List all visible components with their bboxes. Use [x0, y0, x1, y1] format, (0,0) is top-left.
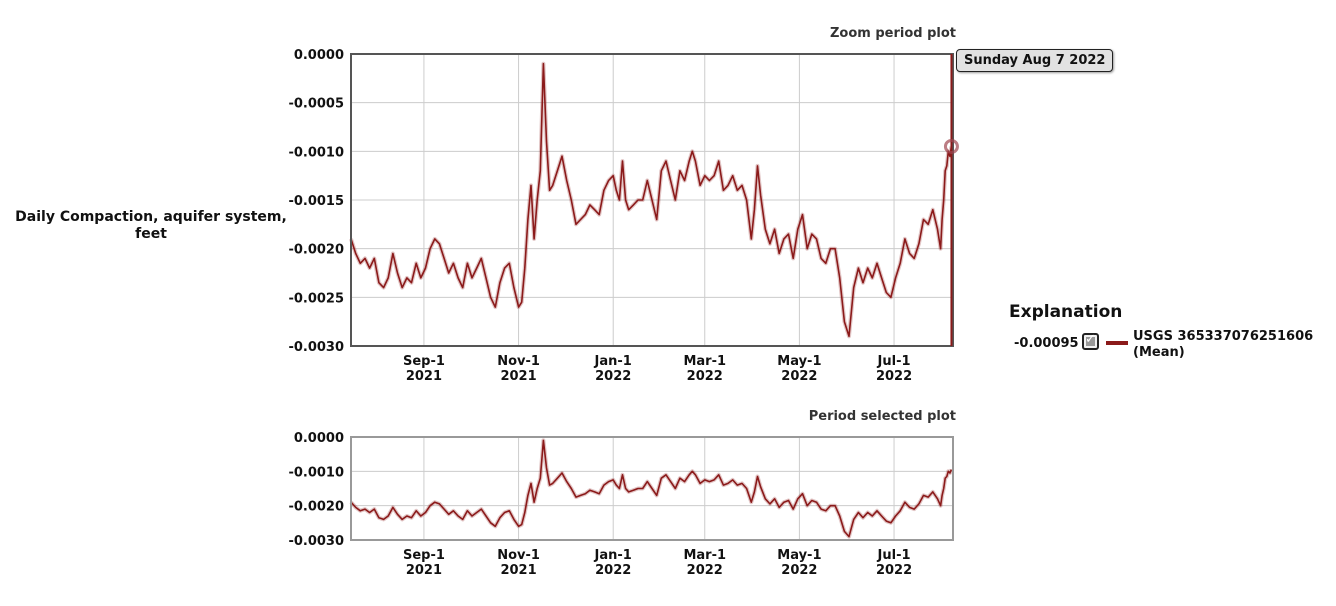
- legend-series-name: USGS 365337076251606: [1133, 329, 1314, 344]
- x-tick-label: Mar-1: [683, 548, 726, 563]
- x-tick-label: Jul-1: [877, 548, 911, 563]
- x-tick-year-label: 2022: [876, 563, 912, 578]
- x-tick-label: Sep-1: [403, 548, 445, 563]
- x-tick-label: Jan-1: [594, 354, 632, 369]
- legend-title: Explanation: [1009, 302, 1123, 322]
- y-tick-label: -0.0015: [288, 194, 344, 209]
- series-visibility-checkbox[interactable]: ✓: [1082, 332, 1099, 350]
- x-tick-year-label: 2022: [781, 369, 817, 384]
- x-tick-year-label: 2022: [781, 563, 817, 578]
- legend-row: -0.00095 ✓ USGS 365337076251606 (Mean): [1008, 329, 1328, 365]
- legend-series-stat: (Mean): [1133, 345, 1185, 360]
- x-tick-year-label: 2021: [500, 369, 536, 384]
- x-tick-year-label: 2021: [406, 563, 442, 578]
- date-tooltip: Sunday Aug 7 2022: [956, 49, 1114, 72]
- x-tick-label: Nov-1: [497, 548, 540, 563]
- y-axis-label: Daily Compaction, aquifer system, feet: [15, 209, 287, 242]
- legend-line-swatch: [1106, 341, 1128, 345]
- y-tick-label: -0.0030: [288, 534, 344, 549]
- y-tick-label: -0.0020: [288, 500, 344, 515]
- x-tick-year-label: 2022: [595, 563, 631, 578]
- y-tick-label: 0.0000: [294, 431, 344, 446]
- y-tick-label: -0.0005: [288, 97, 344, 112]
- y-tick-label: -0.0020: [288, 243, 344, 258]
- y-tick-label: -0.0025: [288, 291, 344, 306]
- y-tick-label: 0.0000: [294, 48, 344, 63]
- zoom-period-plot[interactable]: 0.0000 -0.0005 -0.0010 -0.0015 -0.0020 -0.002…: [0, 0, 1336, 400]
- x-tick-year-label: 2022: [595, 369, 631, 384]
- legend: Explanation -0.00095 ✓ USGS 365337076251…: [1008, 302, 1328, 360]
- x-tick-label: Nov-1: [497, 354, 540, 369]
- x-tick-label: May-1: [777, 548, 821, 563]
- x-tick-year-label: 2021: [406, 369, 442, 384]
- y-tick-label: -0.0010: [288, 465, 344, 480]
- y-tick-label: -0.0030: [288, 340, 344, 355]
- legend-value: -0.00095: [1014, 336, 1079, 351]
- cursor-marker: [943, 138, 959, 154]
- zoom-plot-title: Zoom period plot: [829, 26, 956, 41]
- plot-frame: [350, 53, 954, 347]
- y-tick-label: -0.0010: [288, 145, 344, 160]
- check-icon: ✓: [1085, 332, 1096, 347]
- x-tick-year-label: 2022: [876, 369, 912, 384]
- x-tick-label: May-1: [777, 354, 821, 369]
- x-tick-label: Jul-1: [877, 354, 911, 369]
- x-tick-year-label: 2021: [500, 563, 536, 578]
- x-tick-year-label: 2022: [687, 563, 723, 578]
- x-tick-label: Mar-1: [683, 354, 726, 369]
- period-plot-title: Period selected plot: [808, 409, 956, 424]
- plot-frame: [350, 436, 954, 541]
- x-tick-year-label: 2022: [687, 369, 723, 384]
- series-line: [350, 439, 953, 538]
- x-tick-label: Sep-1: [403, 354, 445, 369]
- legend-series-label: USGS 365337076251606 (Mean): [1133, 329, 1313, 361]
- period-selected-plot[interactable]: 0.0000-0.0010-0.0020-0.0030Sep-12021Nov-…: [0, 400, 1336, 600]
- x-tick-label: Jan-1: [594, 548, 632, 563]
- series-line: [350, 62, 953, 338]
